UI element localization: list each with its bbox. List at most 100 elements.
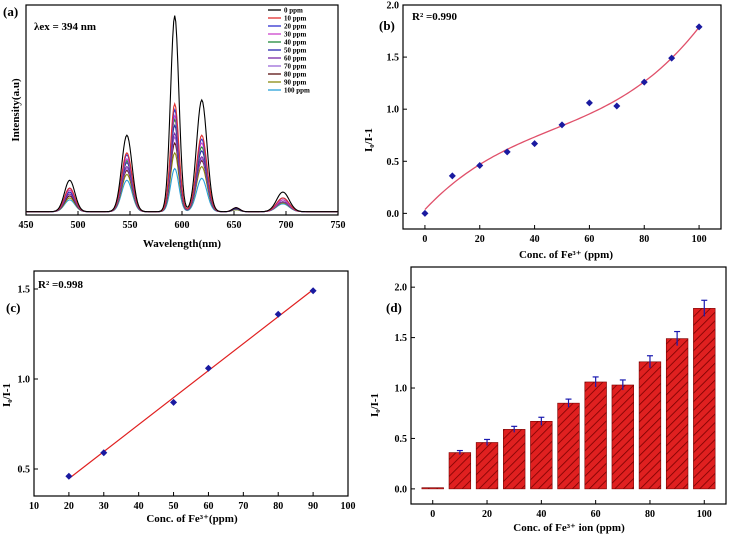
panel-b-xtick-label: 100 (692, 234, 707, 245)
panel-c-ytick-label: 0.5 (18, 465, 31, 476)
panel-c-xtick-label: 80 (273, 501, 283, 512)
fit-curve (424, 26, 700, 211)
panel-d-xtick-label: 100 (697, 509, 712, 520)
panel-b-xtick-label: 20 (475, 234, 485, 245)
panel-c-frame (33, 270, 349, 497)
bar (584, 381, 607, 490)
data-point (448, 172, 456, 180)
panel-a-label: (a) (3, 4, 18, 19)
panel-a-xtick-label: 650 (227, 220, 242, 231)
data-point (695, 23, 703, 31)
panel-d-frame (410, 266, 727, 505)
panel-b-xlabel: Conc. of Fe³⁺ (ppm) (519, 249, 613, 261)
panel-b-label: (b) (379, 18, 395, 33)
panel-d-ytick-label: 0.0 (395, 484, 408, 495)
panel-b-ticks: 0 20 40 60 80 100 0.0 0.5 1.0 1.5 2.0 (387, 1, 707, 246)
bar (530, 421, 553, 490)
legend-label: 70 ppm (284, 63, 307, 71)
panel-d-ytick-label: 0.5 (395, 434, 408, 445)
panel-c-xtick-label: 90 (308, 501, 318, 512)
panel-c-fit (68, 289, 314, 480)
data-point (640, 78, 648, 86)
panel-d-xtick-label: 60 (591, 509, 601, 520)
data-point (204, 364, 212, 372)
panel-a-xtick-label: 450 (19, 220, 34, 231)
bar (665, 338, 689, 490)
bar (503, 429, 526, 490)
bar (693, 308, 716, 490)
fit-line (68, 289, 314, 480)
panel-d-xtick-label: 20 (482, 509, 492, 520)
data-point (65, 472, 73, 480)
panel-a-x-ticks: 450 500 550 600 650 700 750 (19, 211, 346, 231)
data-point (613, 102, 621, 110)
bar (421, 487, 444, 490)
spectrum-line-0-ppm (26, 15, 338, 213)
panel-c-xtick-label: 70 (238, 501, 248, 512)
panel-d-ytick-label: 2.0 (395, 283, 408, 294)
panel-b-ytick-label: 1.5 (387, 53, 400, 64)
panel-d: (d) Conc. of Fe³⁺ ion (ppm) I₀/I-1 0 20 40… (369, 266, 727, 534)
legend-label: 60 ppm (284, 55, 307, 63)
panel-b: (b) R² =0.990 Conc. of Fe³⁺ (ppm) I₀/I-1… (363, 1, 722, 261)
panel-a: (a) λex = 394 nm Wavelength(nm) Intensit… (3, 4, 346, 250)
panel-b-ytick-label: 2.0 (387, 1, 400, 12)
panel-a-xtick-label: 550 (123, 220, 138, 231)
panel-c-xlabel: Conc. of Fe³⁺(ppm) (146, 513, 238, 525)
panel-d-xtick-label: 80 (645, 509, 655, 520)
panel-c-xtick-label: 20 (64, 501, 74, 512)
panel-b-xtick-label: 60 (584, 234, 594, 245)
panel-c-xtick-label: 100 (341, 501, 356, 512)
panel-a-ylabel: Intensity(a.u) (10, 78, 22, 142)
panel-d-error-bars (456, 299, 708, 455)
data-point (309, 287, 317, 295)
data-point (668, 54, 676, 62)
data-point (274, 310, 282, 318)
legend-label: 0 ppm (284, 7, 303, 15)
panel-b-xtick-label: 80 (639, 234, 649, 245)
panel-c-ytick-label: 1.0 (18, 375, 31, 386)
legend-label: 90 ppm (284, 79, 307, 87)
panel-c-xtick-label: 10 (29, 501, 39, 512)
legend-label: 50 ppm (284, 47, 307, 55)
legend-label: 30 ppm (284, 31, 307, 39)
data-point (476, 161, 484, 169)
panel-a-xtick-label: 750 (331, 220, 346, 231)
panel-a-xtick-label: 700 (279, 220, 294, 231)
bar (475, 442, 499, 490)
panel-d-ticks: 0 20 40 60 80 100 0.0 0.5 1.0 1.5 2.0 (395, 283, 712, 520)
panel-d-ylabel: I₀/I-1 (369, 393, 381, 417)
spectrum-line-10-ppm (26, 102, 338, 213)
panel-b-annotation: R² =0.990 (412, 11, 458, 23)
bar (448, 452, 472, 490)
panel-c-ylabel: I₀/I-1 (1, 383, 13, 407)
data-point (421, 209, 429, 217)
data-point (503, 148, 511, 156)
bar (638, 361, 662, 490)
legend-label: 20 ppm (284, 23, 307, 31)
panel-b-frame (402, 4, 722, 230)
data-point (585, 99, 593, 107)
panel-c-label: (c) (6, 300, 20, 315)
bar (557, 402, 580, 490)
panel-c-ticks: 10 20 30 40 50 60 70 80 90 100 0.5 1.0 1.5 (18, 285, 356, 513)
panel-c-ytick-label: 1.5 (18, 285, 31, 296)
panel-d-xtick-label: 0 (430, 509, 435, 520)
panel-a-series (26, 15, 338, 213)
panel-c-points (65, 287, 317, 480)
panel-d-label: (d) (386, 300, 402, 315)
legend-label: 100 ppm (284, 87, 310, 95)
panel-b-ytick-label: 1.0 (387, 105, 400, 116)
panel-a-xtick-label: 600 (175, 220, 190, 231)
panel-c-xtick-label: 40 (134, 501, 144, 512)
legend-label: 40 ppm (284, 39, 307, 47)
panel-d-ytick-label: 1.0 (395, 384, 408, 395)
panel-b-ylabel: I₀/I-1 (363, 128, 375, 152)
panel-c-xtick-label: 30 (99, 501, 109, 512)
panel-b-points (421, 23, 703, 217)
panel-c-xtick-label: 60 (203, 501, 213, 512)
panel-c-annotation: R² =0.998 (38, 279, 84, 291)
panel-c: (c) R² =0.998 Conc. of Fe³⁺(ppm) I₀/I-1 … (1, 270, 356, 525)
panel-c-xtick-label: 50 (169, 501, 179, 512)
